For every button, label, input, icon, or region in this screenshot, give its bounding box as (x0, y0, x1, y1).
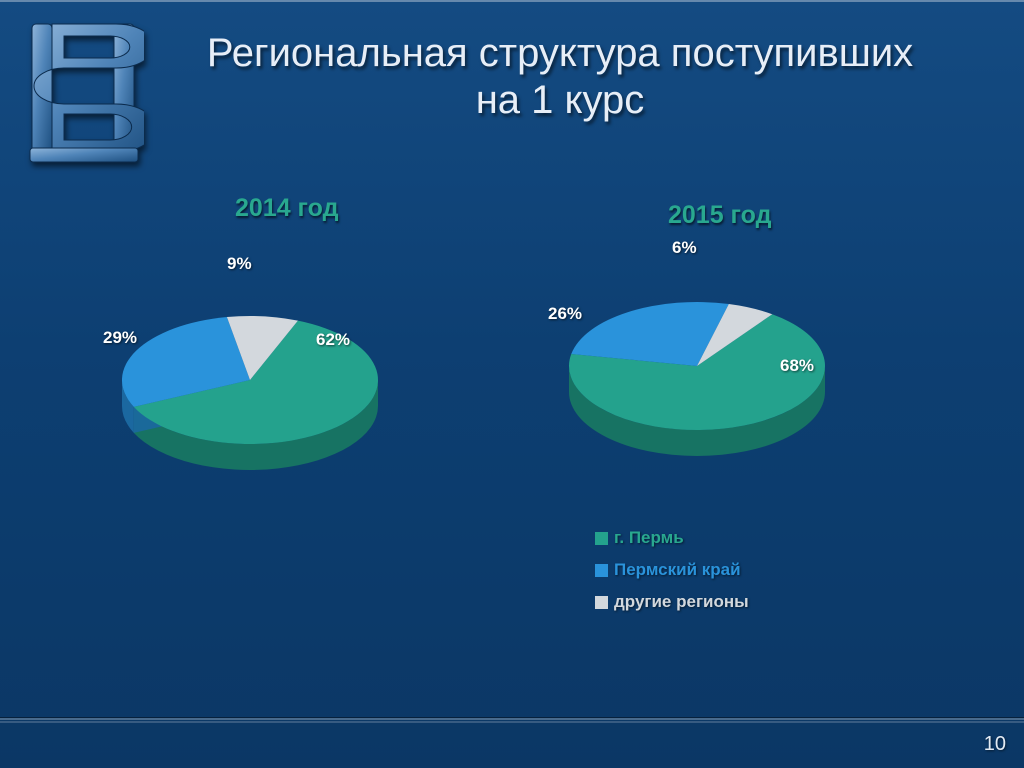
legend: г. Пермь Пермский край другие регионы (595, 528, 749, 624)
slide-title: Региональная структура поступивших на 1 … (200, 30, 920, 124)
legend-swatch (595, 596, 608, 609)
page-number: 10 (984, 733, 1006, 756)
footer-divider (0, 718, 1024, 720)
legend-item: Пермский край (595, 560, 749, 580)
legend-label: Пермский край (614, 560, 741, 580)
legend-label: другие регионы (614, 592, 749, 612)
legend-label: г. Пермь (614, 528, 684, 548)
data-label: 62% (316, 330, 350, 350)
data-label: 29% (103, 328, 137, 348)
data-label: 6% (672, 238, 697, 258)
top-sheen (0, 0, 1024, 2)
chart-subtitle-2015: 2015 год (668, 201, 771, 230)
hse-logo (24, 14, 144, 164)
data-label: 26% (548, 304, 582, 324)
legend-swatch (595, 564, 608, 577)
data-label: 9% (227, 254, 252, 274)
data-label: 68% (780, 356, 814, 376)
chart-subtitle-2014: 2014 год (235, 194, 338, 223)
legend-item: другие регионы (595, 592, 749, 612)
legend-item: г. Пермь (595, 528, 749, 548)
pie-chart-2014 (120, 288, 380, 488)
legend-swatch (595, 532, 608, 545)
